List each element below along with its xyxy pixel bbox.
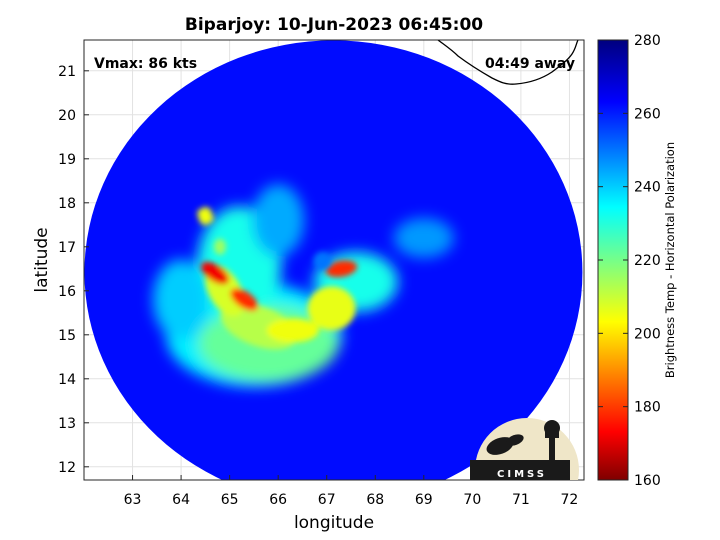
colorbar-tick-label: 160: [634, 473, 661, 489]
y-tick-label: 21: [58, 64, 76, 80]
cold-core: [325, 260, 358, 278]
x-tick-label: 65: [221, 492, 239, 508]
storm-eye: [313, 251, 332, 270]
cold-core: [278, 328, 297, 341]
x-axis-label: longitude: [294, 513, 374, 533]
coastline: [437, 40, 579, 85]
colorbar-label: Brightness Temp - Horizontal Polarizatio…: [663, 142, 677, 378]
satellite-dish-icon-2: [506, 434, 524, 446]
water-tower-top: [544, 420, 560, 436]
vmax-annotation: Vmax: 86 kts: [94, 56, 197, 72]
cimss-logo: CIMSS: [470, 418, 579, 480]
y-tick-label: 20: [58, 108, 76, 124]
axes-frame: [83, 39, 585, 481]
y-tick-label: 17: [58, 240, 76, 256]
y-tick-label: 12: [58, 460, 76, 476]
x-tick-label: 69: [415, 492, 433, 508]
cold-core: [197, 208, 214, 224]
rainband: [393, 218, 454, 258]
cold-core: [230, 288, 259, 311]
x-tick-label: 70: [463, 492, 481, 508]
convective-cell: [307, 286, 356, 331]
chart-title: Biparjoy: 10-Jun-2023 06:45:00: [185, 15, 483, 35]
y-axis-ticks: 12 13 14 15 16 17 18 19 20 21: [58, 64, 89, 476]
x-tick-label: 67: [318, 492, 336, 508]
y-tick-label: 15: [58, 328, 76, 344]
y-tick-label: 14: [58, 372, 76, 388]
y-tick-label: 18: [58, 196, 76, 212]
colorbar-tick-label: 220: [634, 253, 661, 269]
rainband: [252, 184, 305, 257]
x-tick-label: 66: [269, 492, 287, 508]
logo-text: CIMSS: [497, 469, 547, 480]
x-tick-label: 68: [366, 492, 384, 508]
rainband: [153, 259, 210, 340]
y-tick-label: 19: [58, 152, 76, 168]
y-axis-label: latitude: [32, 227, 52, 292]
colorbar-tick-label: 260: [634, 106, 661, 122]
x-axis-ticks: 63 64 65 66 67 68 69 70 71 72: [124, 475, 579, 508]
logo-building: [470, 460, 570, 480]
y-tick-label: 16: [58, 284, 76, 300]
colorbar-tick-label: 240: [634, 180, 661, 196]
convective-cell: [213, 238, 226, 255]
colorbar-tick-label: 280: [634, 33, 661, 49]
x-tick-label: 64: [172, 492, 190, 508]
convection-layer: [197, 207, 358, 350]
colorbar-tick-label: 180: [634, 400, 661, 416]
cold-core: [201, 261, 229, 285]
colorbar-tick-label: 200: [634, 326, 661, 342]
time-offset-annotation: 04:49 away: [485, 56, 575, 72]
brightness-temperature-swath: [84, 40, 583, 480]
colorbar-ticks: 160 180 200 220 240 260 280: [598, 33, 661, 489]
water-tower-legs: [549, 436, 555, 462]
x-tick-label: 63: [124, 492, 142, 508]
y-tick-label: 13: [58, 416, 76, 432]
x-tick-label: 71: [512, 492, 530, 508]
x-tick-label: 72: [561, 492, 579, 508]
